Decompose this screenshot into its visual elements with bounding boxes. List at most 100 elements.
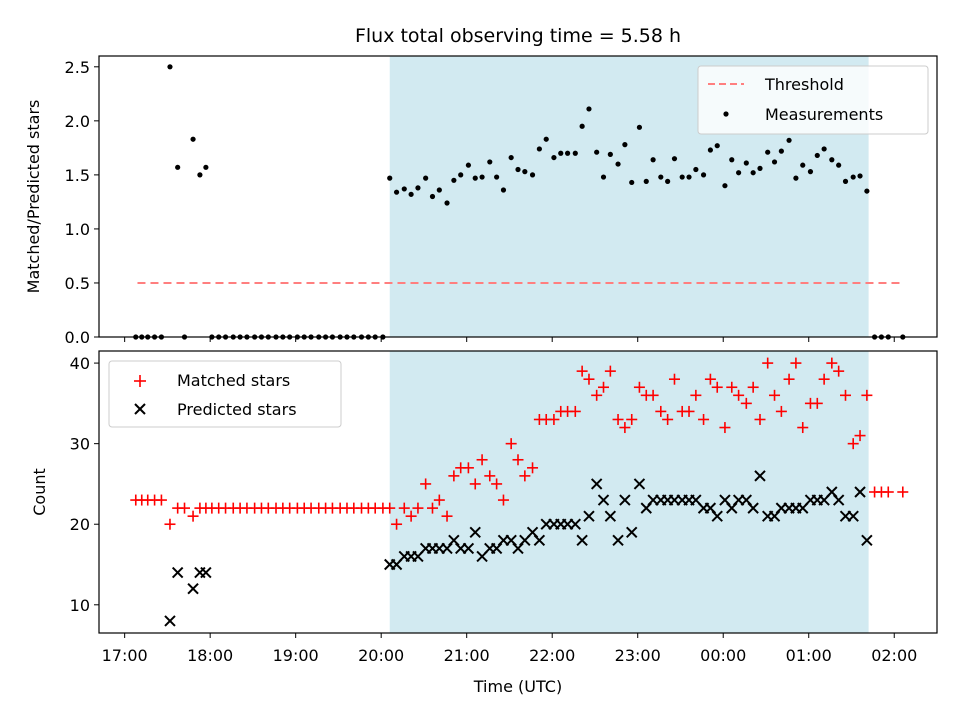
predicted-star-marker	[747, 502, 759, 514]
y-tick-label: 2.5	[65, 58, 90, 77]
matched-star-marker	[683, 405, 695, 417]
matched-star-marker	[412, 502, 424, 514]
matched-star-marker	[179, 502, 191, 514]
matched-star-marker	[847, 438, 859, 450]
matched-star-marker	[476, 454, 488, 466]
measurement-point	[707, 147, 713, 153]
legend-predicted-sample	[134, 403, 146, 415]
matched-star-marker	[576, 365, 588, 377]
counts-panel: 10 20 30 40 17:00 18:00 19:00 20:00 21:00 22:00 2…	[30, 350, 938, 696]
measurement-point	[423, 175, 429, 181]
measurement-point	[778, 148, 784, 154]
marker-stroke	[711, 510, 723, 522]
predicted-star-marker	[171, 566, 184, 579]
matched-star-marker	[491, 478, 503, 490]
predicted-star-marker	[200, 566, 212, 579]
x-axis-ticks	[124, 337, 895, 342]
measurement-point	[529, 172, 536, 178]
matched-star-marker	[626, 413, 638, 425]
marker-stroke	[832, 494, 845, 506]
legend-box	[108, 360, 342, 428]
matched-star-marker	[769, 389, 781, 401]
matched-star-marker	[505, 438, 517, 450]
matched-star-marker	[405, 510, 417, 522]
measurement-point	[771, 159, 778, 165]
measurement-point	[572, 150, 578, 156]
measurement-point	[814, 152, 820, 159]
measurement-point	[850, 174, 856, 180]
predicted-star-marker	[597, 494, 610, 506]
measurement-point	[465, 162, 472, 168]
matched-star-marker	[833, 365, 845, 377]
matched-star-marker	[740, 397, 752, 409]
measurement-point	[714, 143, 720, 149]
marker-stroke	[533, 534, 546, 547]
measurement-point	[415, 185, 421, 191]
matched-star-marker	[861, 389, 873, 401]
marker-stroke	[826, 486, 838, 498]
measurement-point	[543, 136, 549, 142]
matched-star-marker	[826, 357, 838, 369]
legend-predicted-label: Predicted stars	[177, 400, 297, 419]
measurement-point	[203, 164, 209, 170]
matched-star-marker	[790, 357, 802, 369]
marker-stroke	[847, 510, 859, 522]
measurement-point	[700, 172, 707, 178]
matched-star-marker	[497, 494, 509, 506]
measurement-point	[408, 191, 414, 197]
matched-star-marker	[762, 357, 774, 369]
marker-stroke	[505, 534, 517, 547]
measurement-point	[522, 169, 528, 175]
predicted-star-marker	[847, 510, 859, 522]
matched-star-marker	[398, 502, 410, 514]
x-axis-label: Time (UTC)	[473, 677, 562, 696]
marker-stroke	[200, 566, 212, 579]
matched-star-marker	[391, 518, 403, 530]
y-axis-ticks: 10 20 30 40	[70, 354, 99, 615]
matched-star-marker	[797, 422, 809, 434]
marker-stroke	[134, 403, 146, 415]
measurement-point	[197, 172, 203, 178]
predicted-star-marker	[187, 582, 199, 595]
measurement-point	[508, 154, 514, 161]
predicted-star-marker	[462, 542, 475, 555]
measurement-point	[629, 179, 635, 186]
measurement-point	[458, 172, 464, 178]
matched-star-marker	[441, 510, 453, 522]
measurement-point	[650, 157, 656, 163]
marker-stroke	[747, 502, 759, 514]
predicted-star-marker	[619, 494, 631, 506]
predicted-star-marker	[754, 470, 766, 482]
legend-matched-sample	[134, 375, 146, 387]
predicted-star-marker	[711, 510, 723, 522]
measurement-point	[842, 178, 849, 184]
matched-star-marker	[633, 381, 645, 393]
matched-star-marker	[583, 373, 595, 385]
predicted-star-marker	[633, 478, 646, 490]
marker-stroke	[604, 510, 617, 522]
ratio-panel: Flux total observing time = 5.58 h 0.00.…	[24, 25, 938, 347]
y-tick-label: 20	[70, 515, 90, 534]
x-tick-label: 20:00	[358, 646, 404, 665]
y-tick-label: 0.0	[65, 328, 90, 347]
matched-star-marker	[619, 422, 631, 434]
marker-stroke	[633, 478, 646, 490]
matched-star-marker	[548, 413, 560, 425]
predicted-star-marker	[604, 510, 617, 522]
matched-star-marker	[690, 389, 702, 401]
marker-stroke	[590, 478, 603, 490]
matched-star-marker	[155, 494, 167, 506]
x-tick-label: 19:00	[273, 646, 319, 665]
matched-star-marker	[448, 470, 460, 482]
matched-star-marker	[591, 389, 603, 401]
measurement-point	[429, 193, 436, 200]
predicted-star-marker	[854, 486, 866, 498]
y-tick-label: 0.5	[65, 274, 90, 293]
observing-window-shade	[389, 351, 869, 633]
measurement-point	[515, 166, 521, 173]
marker-stroke	[583, 510, 595, 522]
measurement-point	[671, 156, 678, 162]
measurement-point	[190, 136, 196, 142]
measurement-point	[536, 146, 542, 152]
marker-stroke	[719, 494, 731, 506]
